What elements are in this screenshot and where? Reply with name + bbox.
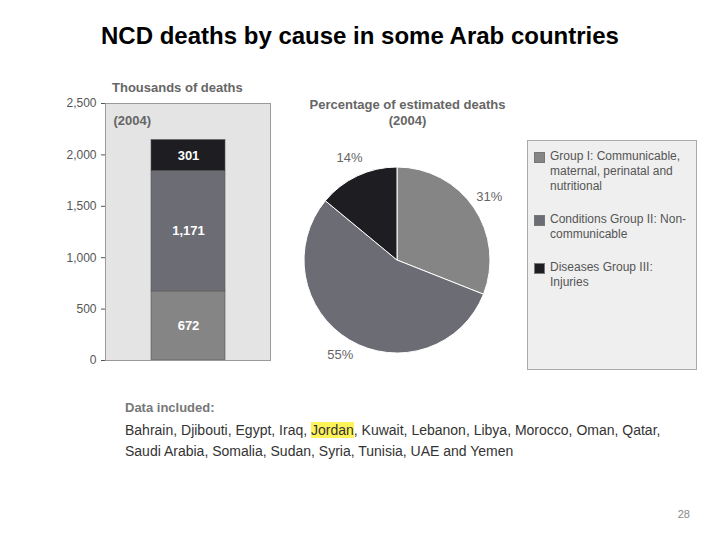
html-text:Conditions Group II: Non-commu: Conditions Group II: Non-communicable xyxy=(550,212,687,241)
svg-text:1,171: 1,171 xyxy=(172,223,205,238)
svg-text:0: 0 xyxy=(90,353,97,367)
svg-text:500: 500 xyxy=(76,302,96,316)
html-text:Diseases Group III: Injuries: Diseases Group III: Injuries xyxy=(550,260,653,289)
svg-text:(2004): (2004) xyxy=(114,113,152,128)
html-text:28: 28 xyxy=(677,508,690,520)
svg-text:31%: 31% xyxy=(476,189,502,204)
svg-text:2,500: 2,500 xyxy=(66,96,96,110)
svg-text:1,500: 1,500 xyxy=(66,199,96,213)
html-text:NCD deaths by cause in some Ar: NCD deaths by cause in some Arab countri… xyxy=(101,22,619,49)
svg-text:55%: 55% xyxy=(327,347,353,362)
html-text:Thousands of deaths: Thousands of deaths xyxy=(112,80,243,95)
html-text:Group I: Communicable, materna: Group I: Communicable, maternal, perinat… xyxy=(550,149,681,193)
svg-text:1,000: 1,000 xyxy=(66,251,96,265)
html-text:Bahrain, Djibouti, Egypt, Iraq: Bahrain, Djibouti, Egypt, Iraq, Jordan, … xyxy=(125,422,661,459)
svg-text:14%: 14% xyxy=(336,150,362,165)
html-text:Percentage of estimated deaths: Percentage of estimated deaths (2004) xyxy=(309,97,506,128)
svg-text:301: 301 xyxy=(178,148,200,163)
html-text:Data included:: Data included: xyxy=(125,400,215,415)
svg-text:672: 672 xyxy=(178,318,200,333)
svg-text:2,000: 2,000 xyxy=(66,148,96,162)
